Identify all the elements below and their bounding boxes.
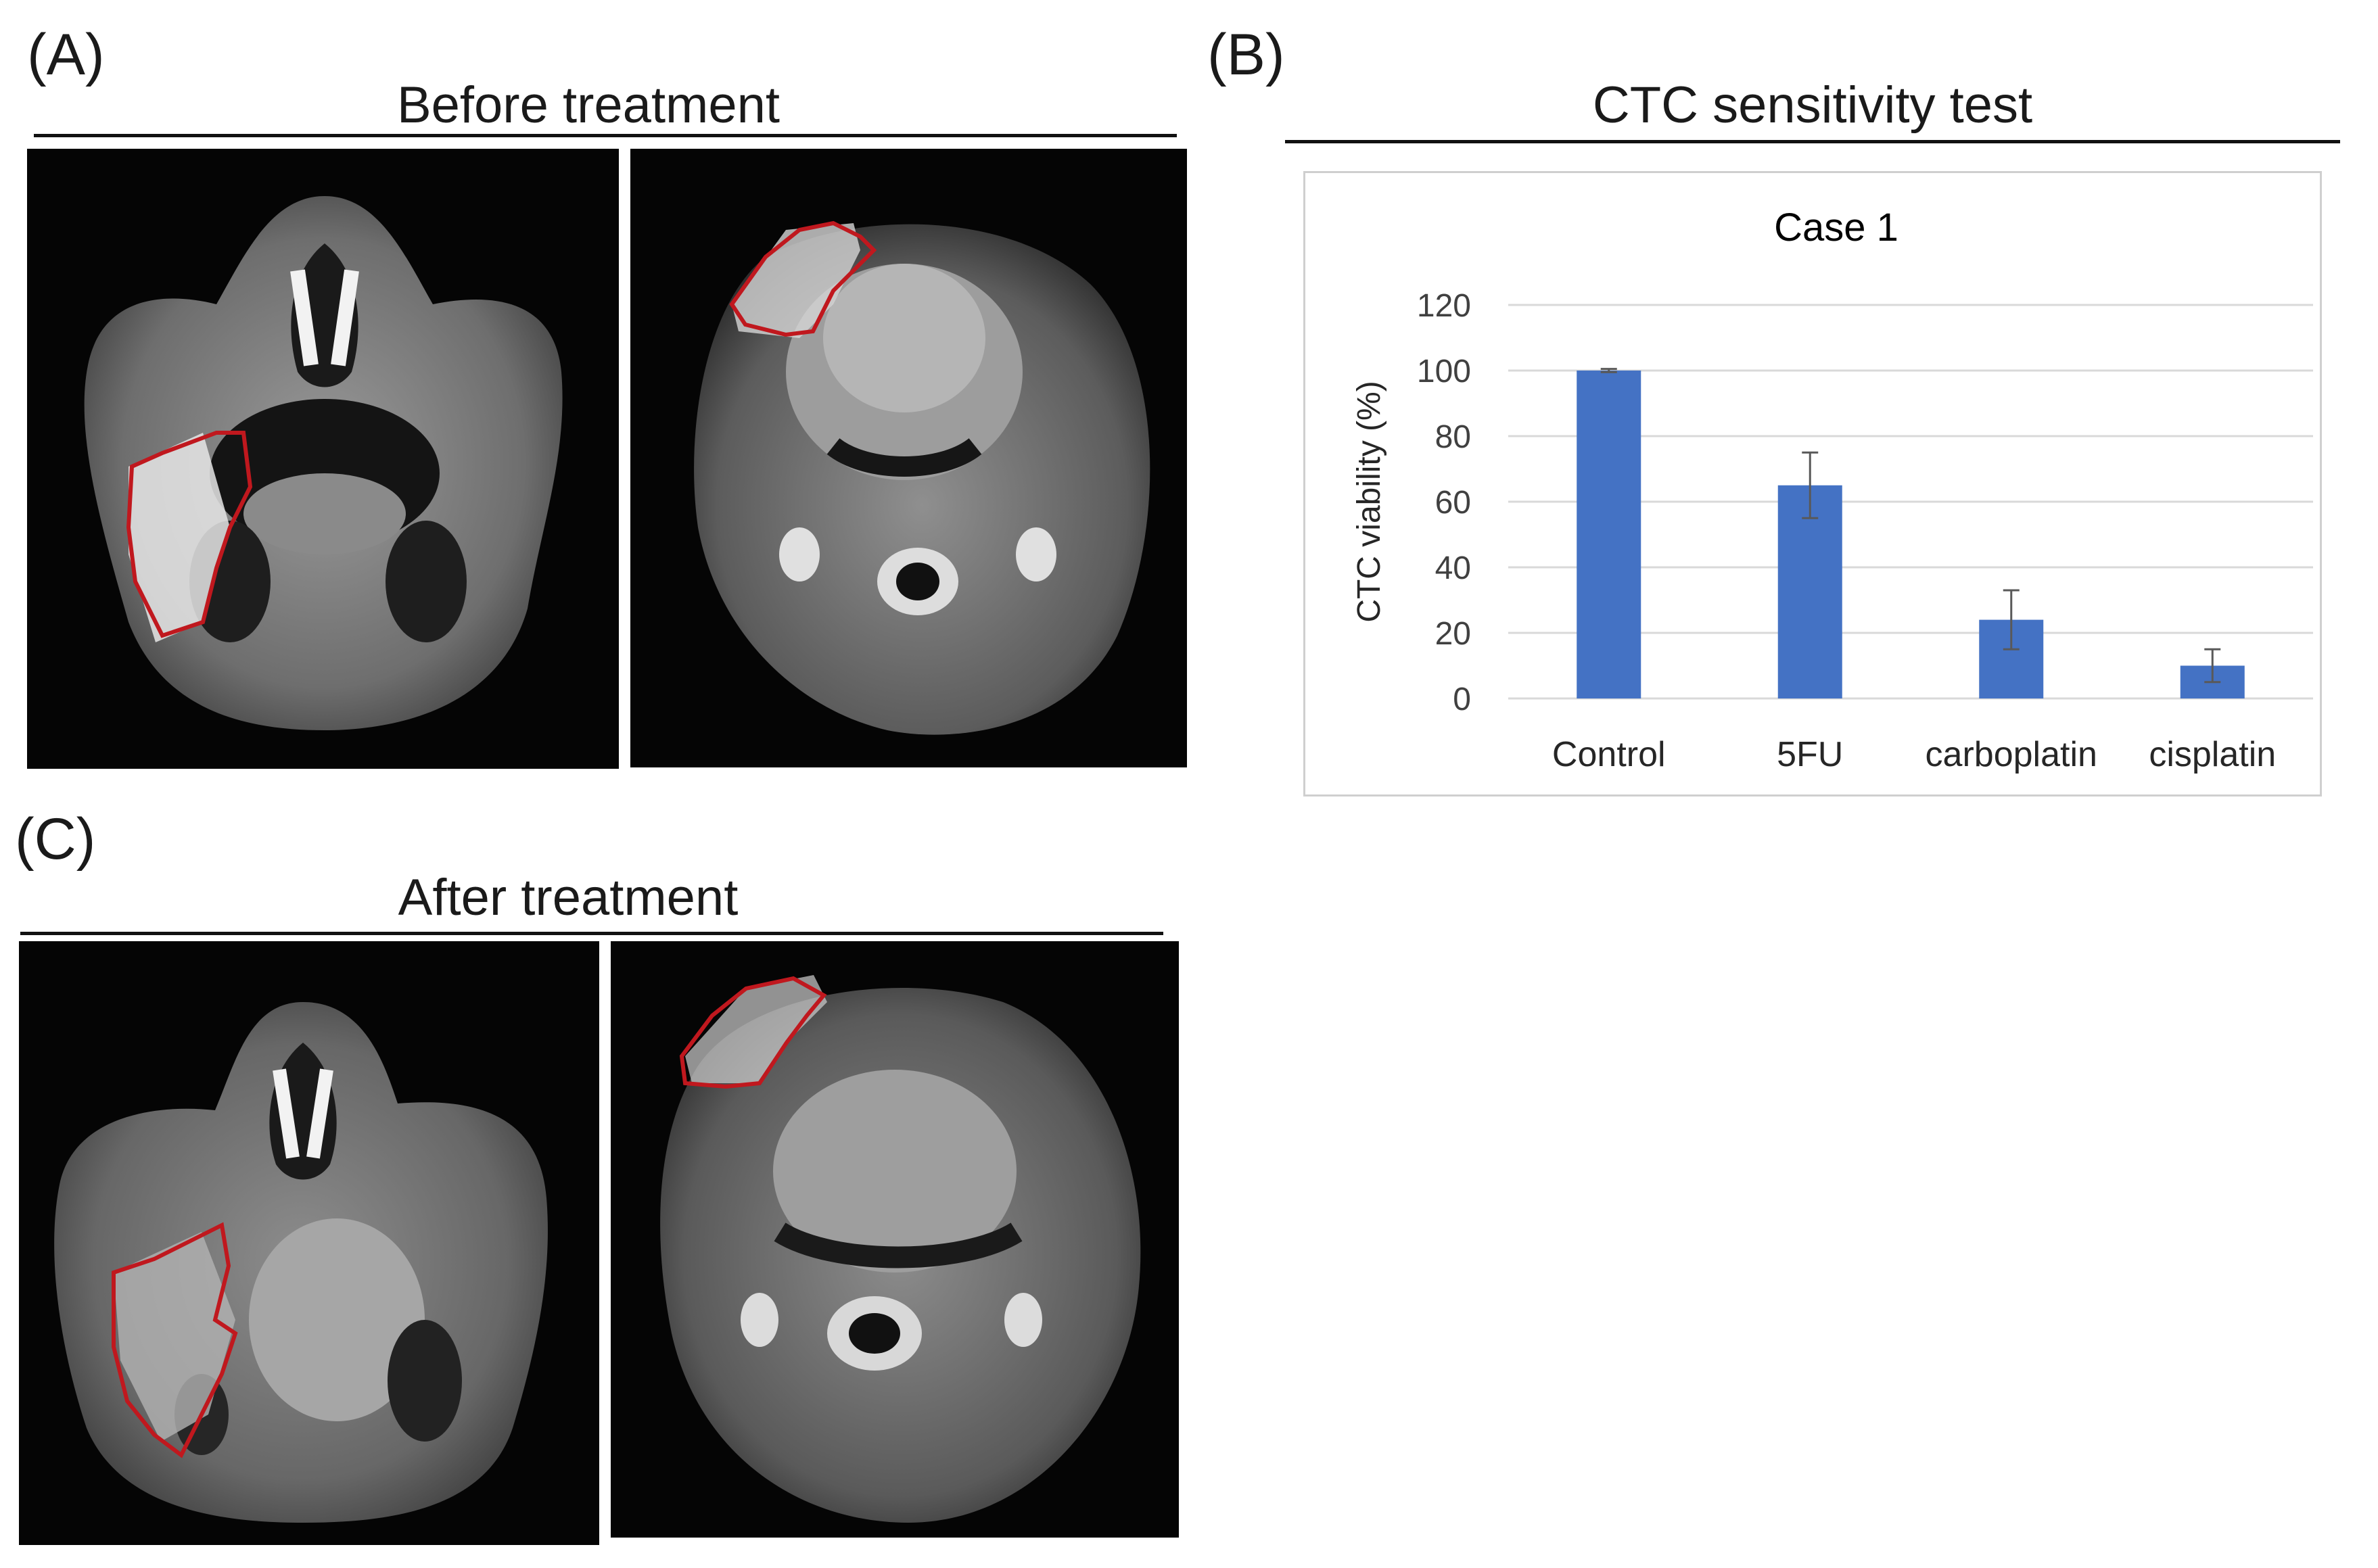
y-tick-label: 120: [1417, 288, 1471, 324]
y-tick-labels: 0 20 40 60 80 100 120: [1417, 288, 1471, 717]
category-labels: Control 5FU carboplatin cisplatin: [1552, 735, 2276, 774]
mri-after-coronal-image: [19, 941, 599, 1545]
mri-before-axial-image: [630, 149, 1187, 767]
error-bar-control: [1600, 368, 1617, 373]
before-treatment-title: Before treatment: [396, 76, 780, 134]
error-bar-cisplatin: [2204, 648, 2221, 684]
error-bar-5fu: [1802, 451, 1819, 519]
gridlines: [1508, 304, 2313, 700]
bars: [1577, 368, 2245, 698]
error-bar-carboplatin: [2003, 589, 2020, 650]
before-divider: [34, 134, 1177, 137]
category-label: carboplatin: [1926, 735, 2097, 774]
panel-label-a: (A): [27, 22, 105, 87]
panel-label-b: (B): [1207, 22, 1285, 87]
chart-title: Case 1: [1774, 206, 1898, 250]
chart-frame: Case 1 CTC viability (%) 0 20 40 60 80 100 120…: [1303, 171, 2322, 797]
category-label: cisplatin: [2149, 735, 2276, 774]
y-tick-label: 60: [1435, 485, 1471, 521]
y-tick-label: 100: [1417, 354, 1471, 389]
ctc-divider: [1285, 140, 2340, 143]
y-axis-title: CTC viability (%): [1351, 381, 1387, 622]
bar-control: [1577, 371, 1641, 698]
y-tick-label: 20: [1435, 616, 1471, 652]
bar-chart: Case 1 CTC viability (%) 0 20 40 60 80 100 120…: [1351, 206, 2313, 774]
panel-label-c: (C): [15, 807, 96, 872]
category-label: Control: [1552, 735, 1666, 774]
bar-5fu: [1777, 485, 1842, 698]
after-treatment-title: After treatment: [398, 869, 739, 926]
y-tick-label: 0: [1453, 682, 1471, 717]
mri-before-coronal-image: [27, 149, 619, 769]
y-tick-label: 80: [1435, 419, 1471, 455]
y-tick-label: 40: [1435, 550, 1471, 586]
category-label: 5FU: [1777, 735, 1843, 774]
ctc-sensitivity-title: CTC sensitivity test: [1592, 76, 2033, 134]
mri-after-axial-image: [611, 941, 1179, 1538]
after-divider: [20, 932, 1163, 935]
